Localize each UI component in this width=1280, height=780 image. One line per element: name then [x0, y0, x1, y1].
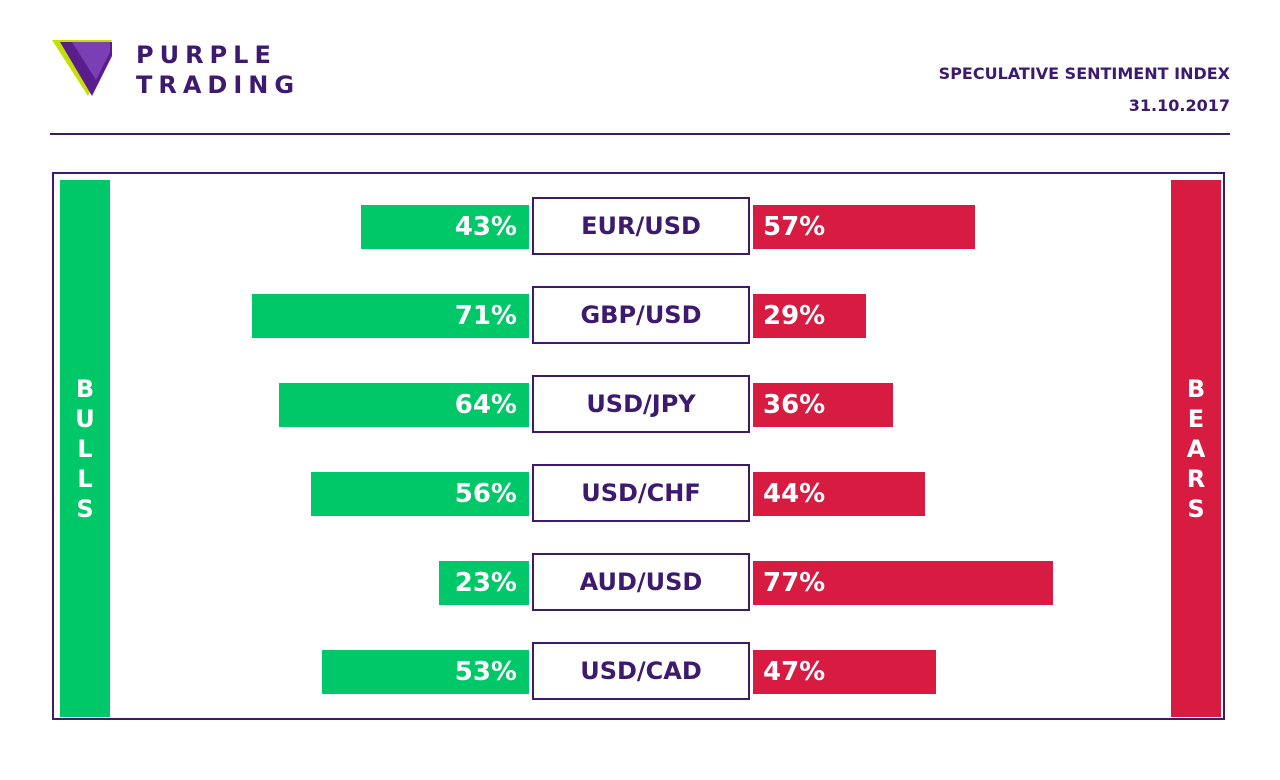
report-date: 31.10.2017 [1128, 96, 1230, 115]
bull-bar: 64% [279, 383, 529, 427]
bear-bar: 44% [753, 472, 925, 516]
currency-pair-label: USD/CAD [532, 642, 750, 700]
bear-bar: 29% [753, 294, 867, 338]
brand-line-2: TRADING [136, 71, 301, 99]
bear-bar: 36% [753, 383, 894, 427]
currency-pair-label: USD/CHF [532, 464, 750, 522]
currency-pair-label: GBP/USD [532, 286, 750, 344]
brand-name: PURPLE TRADING [136, 40, 300, 100]
bear-bar: 77% [753, 561, 1054, 605]
purple-trading-logo-icon [52, 40, 112, 96]
bull-bar: 71% [252, 294, 529, 338]
chart-frame [52, 172, 1225, 720]
bull-bar: 43% [361, 205, 529, 249]
header-divider [50, 133, 1230, 135]
currency-pair-label: AUD/USD [532, 553, 750, 611]
report-header: SPECULATIVE SENTIMENT INDEX 31.10.2017 [939, 58, 1230, 122]
bull-bar: 23% [439, 561, 529, 605]
bull-bar: 56% [310, 472, 529, 516]
brand-line-1: PURPLE [136, 41, 277, 69]
report-title: SPECULATIVE SENTIMENT INDEX [938, 64, 1230, 83]
bear-bar: 57% [753, 205, 976, 249]
bear-bar: 47% [753, 650, 937, 694]
currency-pair-label: EUR/USD [532, 197, 750, 255]
currency-pair-label: USD/JPY [532, 375, 750, 433]
bull-bar: 53% [322, 650, 529, 694]
